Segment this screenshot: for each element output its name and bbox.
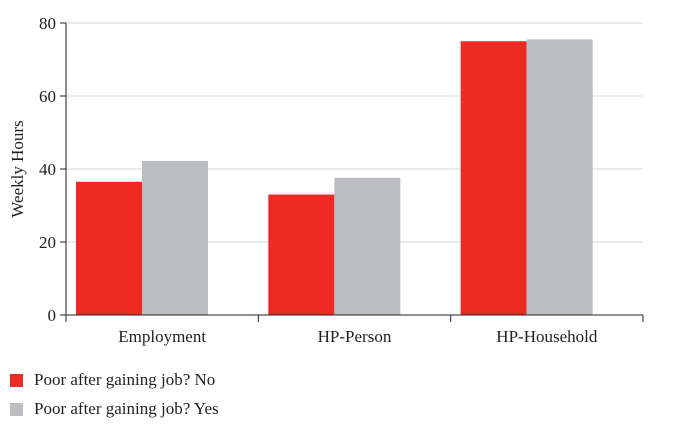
bar-no: [460, 41, 527, 315]
legend-item-no: Poor after gaining job? No: [10, 370, 219, 389]
y-tick-label: 80: [39, 14, 56, 33]
y-tick-label: 60: [39, 87, 56, 106]
y-axis-label: Weekly Hours: [8, 120, 27, 217]
legend-swatch-no: [10, 373, 23, 387]
bar-yes: [334, 177, 401, 315]
bar-no: [76, 181, 142, 315]
legend: Poor after gaining job? No Poor after ga…: [10, 370, 219, 429]
x-tick-label: Employment: [118, 327, 206, 346]
legend-swatch-yes: [10, 402, 23, 416]
bar-yes: [142, 160, 208, 315]
bar-chart: 0 20 40 60 80 Employment HP-Person HP-Household…: [8, 14, 644, 346]
x-tick-label: HP-Household: [496, 327, 598, 346]
y-tick-label: 0: [48, 306, 57, 325]
legend-item-yes: Poor after gaining job? Yes: [10, 399, 219, 418]
bar-no: [268, 194, 335, 315]
bar-yes: [526, 39, 593, 316]
x-tick-label: HP-Person: [318, 327, 392, 346]
y-tick-label: 40: [39, 160, 56, 179]
y-tick-label: 20: [39, 233, 56, 252]
legend-label-yes: Poor after gaining job? Yes: [34, 399, 219, 418]
legend-label-no: Poor after gaining job? No: [34, 370, 216, 389]
